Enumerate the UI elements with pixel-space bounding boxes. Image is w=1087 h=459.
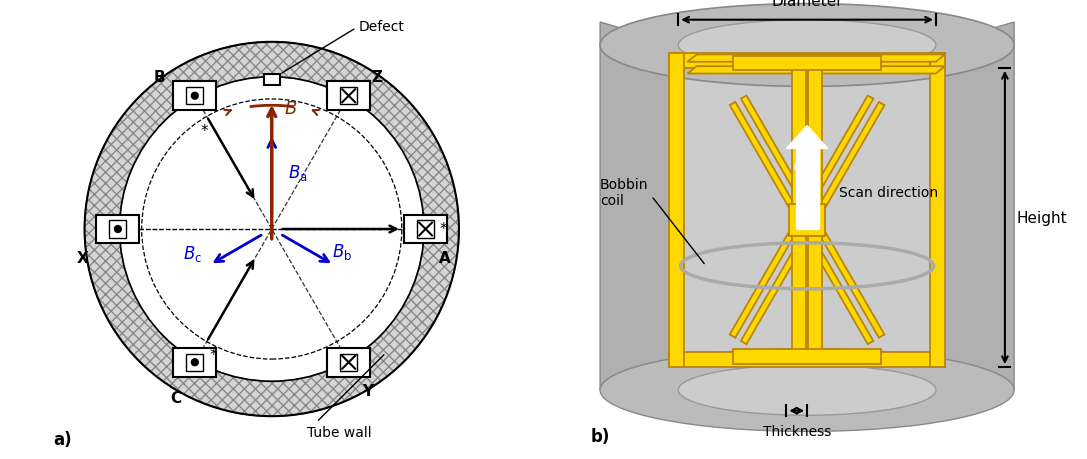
Text: Bobbin
coil: Bobbin coil [600, 178, 704, 264]
Bar [678, 46, 936, 404]
Ellipse shape [678, 365, 936, 415]
Bar [670, 54, 945, 69]
Text: b): b) [591, 427, 610, 445]
Circle shape [191, 93, 198, 100]
Text: $B_{\rm a}$: $B_{\rm a}$ [288, 162, 308, 183]
Polygon shape [796, 147, 819, 230]
Text: Z: Z [372, 70, 383, 85]
Text: X: X [77, 251, 89, 265]
Bar [110, 221, 126, 238]
Bar [264, 75, 279, 86]
Polygon shape [786, 126, 828, 149]
Bar [789, 204, 825, 236]
Text: A: A [439, 251, 450, 265]
Bar [327, 348, 370, 377]
Bar [792, 69, 805, 353]
Text: Y: Y [362, 383, 373, 398]
Text: Height: Height [1016, 211, 1067, 225]
Ellipse shape [600, 5, 1014, 87]
Text: Diameter: Diameter [772, 0, 842, 9]
Ellipse shape [678, 21, 936, 71]
Text: Defect: Defect [282, 20, 404, 74]
Wedge shape [85, 43, 459, 416]
Bar [97, 215, 139, 244]
Text: a): a) [53, 430, 72, 448]
Ellipse shape [600, 349, 1014, 431]
Polygon shape [687, 67, 945, 74]
Text: *: * [439, 222, 447, 237]
Bar [809, 69, 822, 353]
Bar [670, 54, 684, 367]
Text: *: * [210, 347, 217, 362]
Text: Scan direction: Scan direction [839, 186, 938, 200]
Bar [404, 215, 447, 244]
Text: Thickness: Thickness [763, 424, 830, 437]
Text: $B_{\rm c}$: $B_{\rm c}$ [183, 243, 202, 263]
Polygon shape [729, 96, 873, 338]
Bar [186, 88, 203, 105]
Polygon shape [687, 55, 945, 62]
Bar [670, 353, 945, 367]
Polygon shape [741, 103, 885, 344]
Polygon shape [936, 23, 1014, 404]
Text: $B$: $B$ [285, 100, 298, 118]
Bar [174, 82, 216, 111]
Text: $B_{\rm b}$: $B_{\rm b}$ [332, 242, 352, 262]
Text: C: C [171, 390, 182, 405]
Polygon shape [729, 103, 873, 344]
Polygon shape [600, 23, 678, 404]
Bar [340, 354, 358, 371]
Polygon shape [741, 96, 885, 338]
Circle shape [191, 359, 198, 366]
Text: Tube wall: Tube wall [307, 355, 384, 439]
Bar [174, 348, 216, 377]
Circle shape [120, 78, 424, 381]
Bar [186, 354, 203, 371]
Text: *: * [200, 124, 208, 139]
Bar [417, 221, 434, 238]
Bar [734, 350, 880, 364]
Circle shape [114, 226, 122, 233]
Bar [930, 54, 945, 367]
Circle shape [85, 43, 459, 416]
Bar [327, 82, 370, 111]
Bar [734, 56, 880, 71]
Bar [340, 88, 358, 105]
Text: B: B [154, 70, 165, 85]
